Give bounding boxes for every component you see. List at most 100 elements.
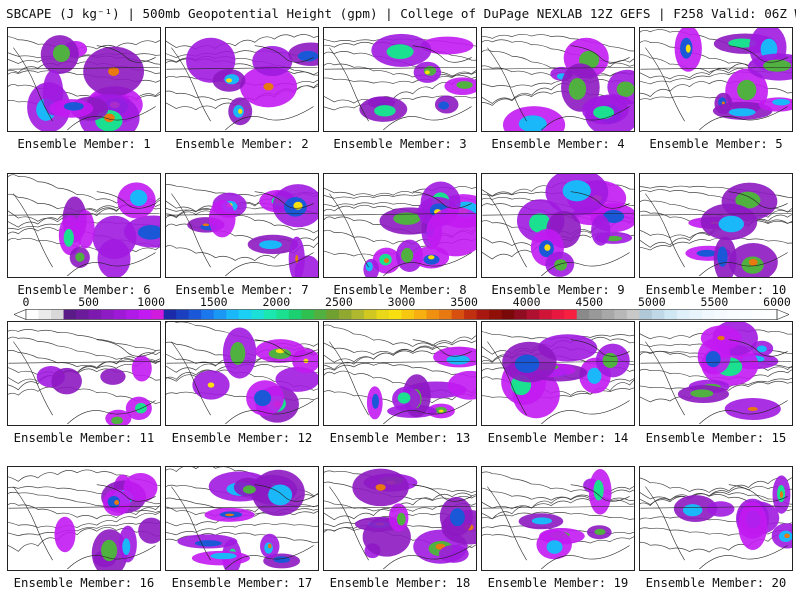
height-contour [324,71,476,84]
cape-max [114,500,120,505]
cape-max [207,382,215,388]
colorbar-swatch [764,309,778,320]
panel-label: Ensemble Member: 11 [13,431,155,445]
cape-core [735,191,761,209]
cape-core [718,215,745,233]
cape-core [130,189,148,206]
sbcape-map [323,173,477,278]
sbcape-map [481,466,635,571]
cape-core [397,392,411,404]
panel-label: Ensemble Member: 12 [171,431,313,445]
height-contour [8,36,160,50]
sbcape-map [165,173,319,278]
cape-core [268,348,292,360]
colorbar-swatch [726,309,740,320]
panel-label: Ensemble Member: 10 [645,283,787,297]
cape-core [111,416,123,425]
cape-region [54,516,76,553]
colorbar-tick-label: 0 [22,295,30,309]
sbcape-map [323,27,477,132]
cape-region [252,45,293,77]
colorbar-swatch [589,309,603,320]
coastline [166,484,318,570]
coastline [166,45,318,131]
height-contour [166,223,318,244]
coastline [640,45,792,131]
cape-max [428,255,435,260]
cape-max [303,358,309,364]
cape-region [138,517,160,544]
cape-core [546,540,563,554]
height-contour [482,39,634,67]
coastline [8,191,160,277]
cape-core [230,341,246,365]
cape-region [591,214,611,246]
colorbar-swatch [401,309,415,320]
height-contour [8,526,160,552]
panel-label: Ensemble Member: 3 [333,137,467,151]
panel-label: Ensemble Member: 18 [329,576,471,590]
ensemble-panel: Ensemble Member: 5 [639,27,793,154]
panel-label: Ensemble Member: 14 [487,431,629,445]
height-contour [482,497,634,510]
sbcape-map [639,321,793,426]
coastline [482,45,634,131]
cape-max [202,223,210,227]
colorbar-swatch [63,309,77,320]
cape-core [682,504,703,517]
height-contour [166,523,318,536]
ensemble-panel: Ensemble Member: 20 [639,466,793,593]
colorbar-swatch [489,309,503,320]
colorbar-swatch [226,309,240,320]
cape-core [137,225,160,240]
colorbar-swatch [664,309,678,320]
panel-label: Ensemble Member: 17 [171,576,313,590]
height-contour [166,58,318,76]
panel-label: Ensemble Member: 7 [175,283,309,297]
height-contour [166,210,318,234]
cape-core [554,259,568,271]
cape-max [226,78,232,83]
ensemble-panel: Ensemble Member: 16 [7,466,161,593]
colorbar-swatch [163,309,177,320]
colorbar-swatch [138,309,152,320]
ensemble-panel: Ensemble Member: 18 [323,466,477,593]
ensemble-panel: Ensemble Member: 8 [323,173,477,300]
cape-max [293,201,303,210]
colorbar-swatch [526,309,540,320]
cape-region [92,215,137,260]
colorbar-left-arrow [14,309,27,320]
cape-core [438,101,450,110]
panel-label: Ensemble Member: 6 [17,283,151,297]
colorbar-swatch [576,309,590,320]
panel-label: Ensemble Member: 20 [645,576,787,590]
cape-core [562,180,591,202]
cape-max [717,335,725,341]
colorbar-swatch [639,309,653,320]
cape-core [396,512,406,526]
cape-region [76,210,95,249]
ensemble-panel: Ensemble Member: 6 [7,173,161,300]
panel-label: Ensemble Member: 8 [333,283,467,297]
colorbar-swatch [414,309,427,320]
cape-core [587,367,602,384]
sbcape-map [7,173,161,278]
colorbar-swatch [614,309,628,320]
panel-label: Ensemble Member: 1 [17,137,151,151]
sbcape-map [7,27,161,132]
cape-max [263,82,274,91]
ensemble-panel: Ensemble Member: 15 [639,321,793,448]
sbcape-map [165,27,319,132]
cape-max [238,108,243,114]
colorbar-tick-label: 2500 [325,295,353,309]
sbcape-map [639,466,793,571]
height-contour [8,52,160,59]
coastline [640,191,792,277]
cape-region [123,472,158,503]
colorbar-swatch [426,309,440,320]
colorbar-swatch [501,309,515,320]
colorbar-swatch [326,309,340,320]
cape-core [705,351,721,368]
cape-core [374,105,396,117]
height-contour [166,532,318,544]
